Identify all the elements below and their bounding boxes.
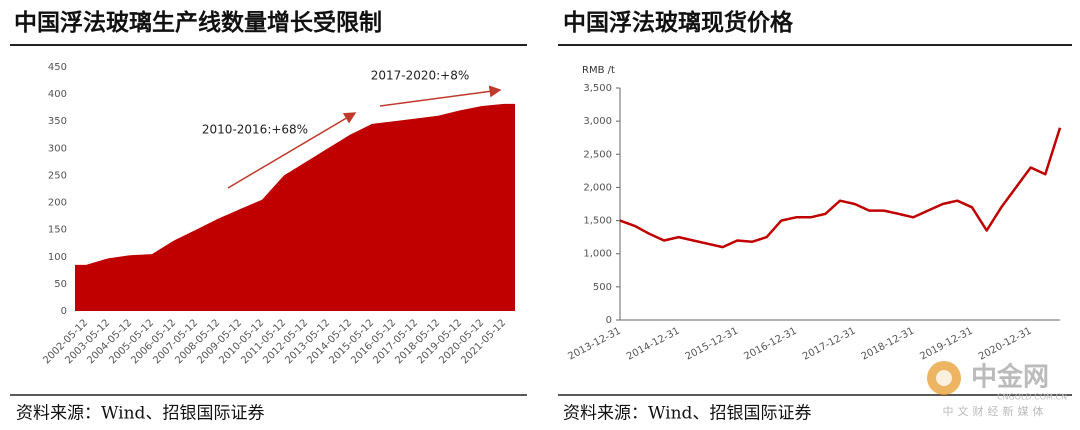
y-tick-label: 0 xyxy=(61,306,67,317)
y-tick-label: 2,000 xyxy=(583,182,612,193)
y-tick-label: 300 xyxy=(48,143,67,154)
y-tick-label: 50 xyxy=(54,279,67,290)
x-tick-label: 2016-12-31 xyxy=(742,326,798,363)
y-tick-label: 1,500 xyxy=(583,216,612,227)
watermark-name: 中金网 xyxy=(971,362,1049,393)
y-tick-label: 250 xyxy=(48,170,67,181)
watermark-tagline: 中文财经新媒体 xyxy=(943,404,1048,418)
x-tick-label: 2015-12-31 xyxy=(684,326,740,363)
arrow xyxy=(379,85,502,107)
chart-title: 中国浮法玻璃生产线数量增长受限制 xyxy=(14,9,382,36)
y-tick-label: 350 xyxy=(48,116,67,127)
y-tick-label: 3,500 xyxy=(583,83,612,94)
annotation: 2010-2016:+68% xyxy=(202,123,308,137)
area xyxy=(75,103,515,311)
x-tick-label: 2019-12-31 xyxy=(918,326,974,363)
y-tick-label: 0 xyxy=(606,315,612,326)
x-tick-label: 2020-12-31 xyxy=(977,326,1033,363)
y-tick-label: 200 xyxy=(48,198,67,209)
y-tick-label: 100 xyxy=(48,252,67,263)
watermark-url: CNGOLD.COM.CN xyxy=(997,393,1067,402)
x-tick-label: 2013-12-31 xyxy=(566,326,622,363)
chart-title: 中国浮法玻璃现货价格 xyxy=(563,9,794,36)
annotation: 2017-2020:+8% xyxy=(371,69,470,83)
logo xyxy=(936,370,952,386)
y-tick-label: 3,000 xyxy=(583,116,612,127)
y-tick-label: 450 xyxy=(48,62,67,73)
y-tick-label: 2,500 xyxy=(583,149,612,160)
line xyxy=(619,127,1062,249)
arrow xyxy=(227,112,357,189)
x-tick-label: 2018-12-31 xyxy=(860,326,916,363)
y-axis-label: RMB /t xyxy=(582,65,615,76)
y-tick-label: 500 xyxy=(593,282,612,293)
source: 资料来源：Wind、招银国际证券 xyxy=(16,404,264,424)
source: 资料来源：Wind、招银国际证券 xyxy=(563,404,811,424)
y-tick-label: 1,000 xyxy=(583,249,612,260)
y-tick-label: 400 xyxy=(48,89,67,100)
x-tick-label: 2017-12-31 xyxy=(801,326,857,363)
y-tick-label: 150 xyxy=(48,225,67,236)
x-tick-label: 2014-12-31 xyxy=(625,326,681,363)
